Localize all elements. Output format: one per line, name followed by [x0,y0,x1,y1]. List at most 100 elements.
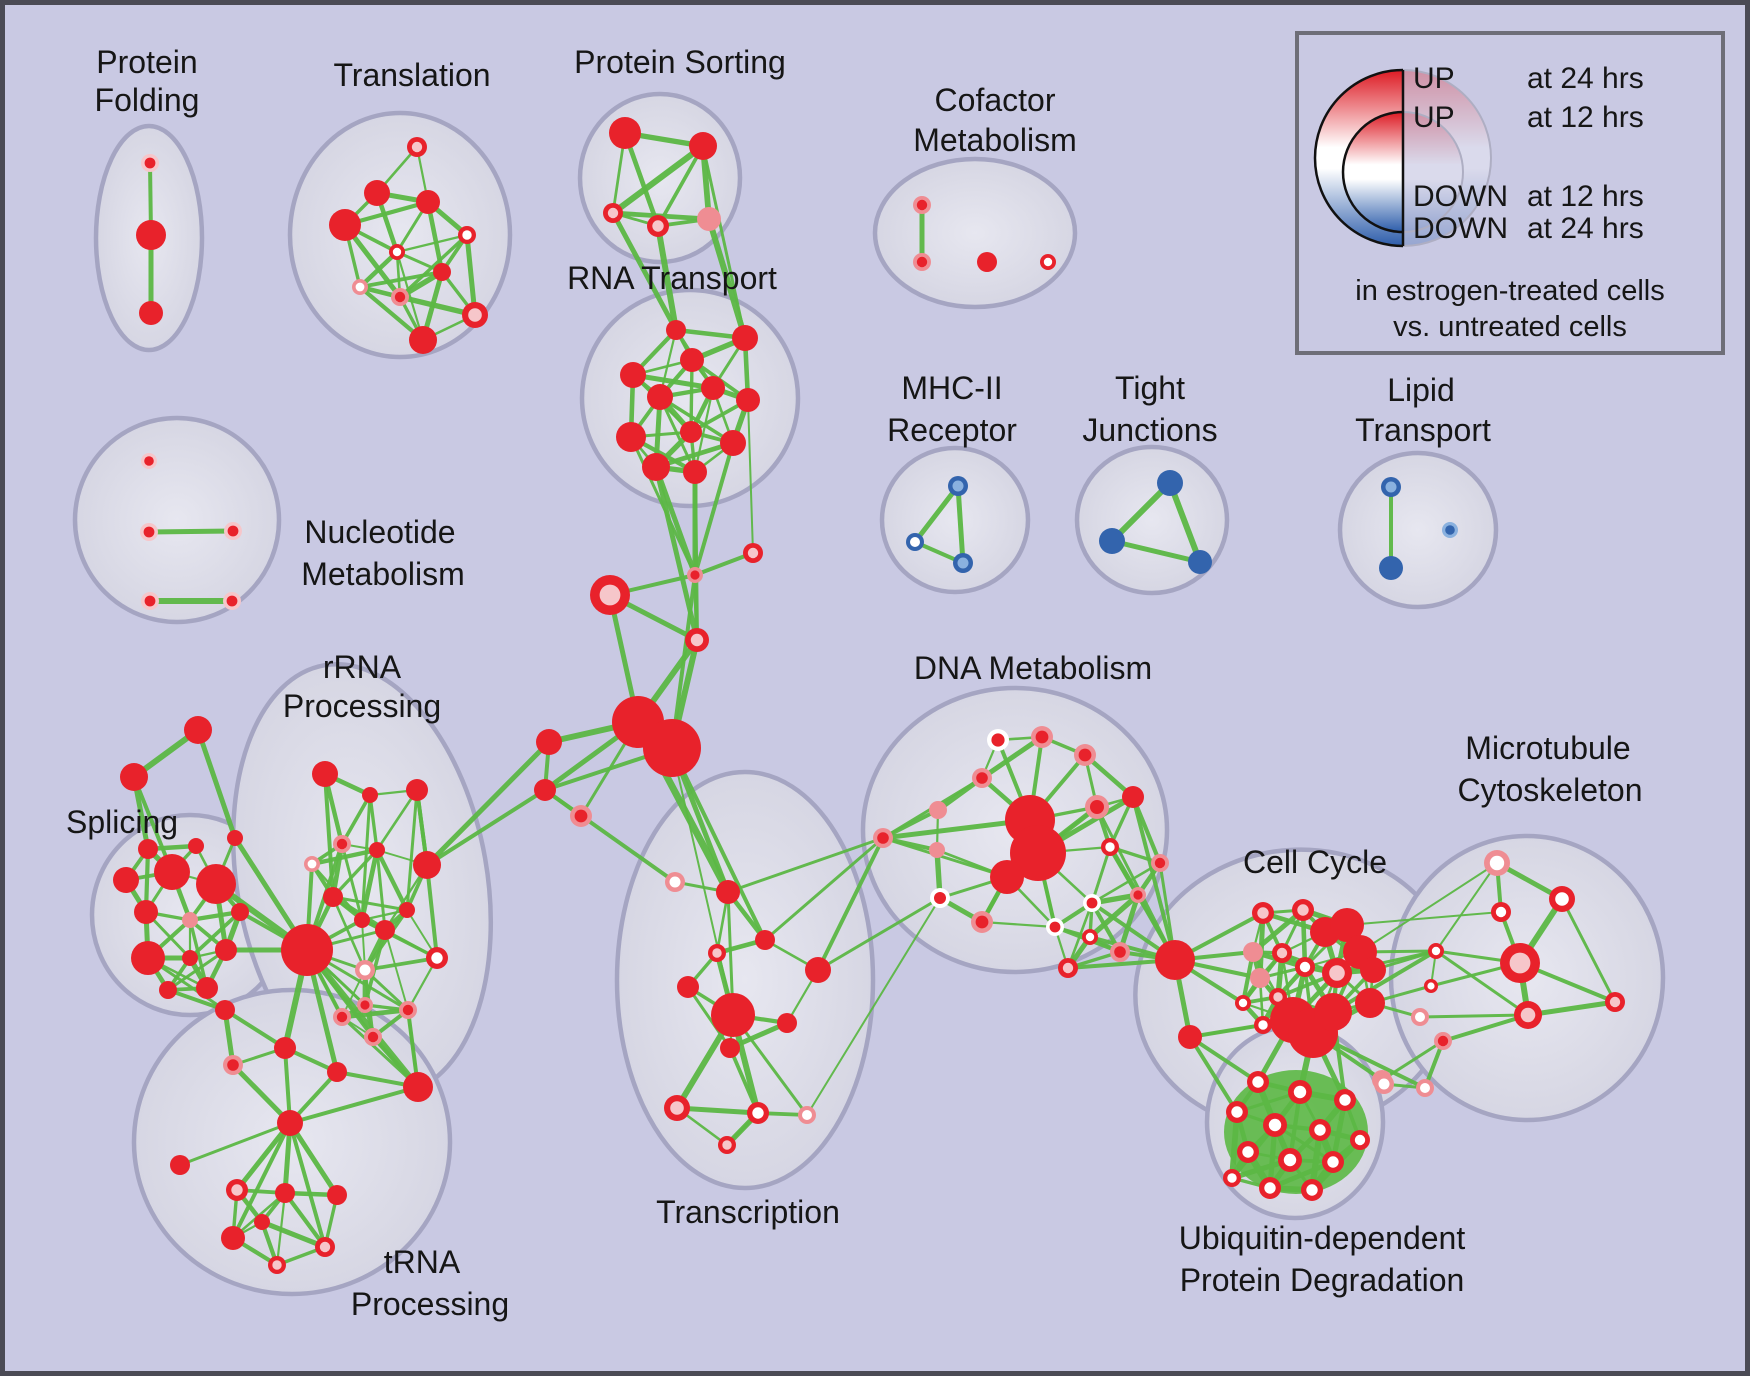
network-node [188,838,204,854]
network-node [1178,1025,1202,1049]
legend-time-label: at 24 hrs [1527,212,1644,245]
network-edge [655,223,679,333]
network-node-core [319,1241,331,1253]
network-node [413,851,441,879]
network-node [1379,556,1403,580]
network-node [362,787,378,803]
cluster-label: Processing [283,688,441,724]
network-node-core [1609,996,1621,1008]
network-edge [1525,999,1618,1018]
node-layer [113,117,1625,1274]
network-edge [1346,911,1502,926]
network-node-core [1268,1118,1282,1132]
network-node [138,839,158,859]
cluster-label: DNA Metabolism [914,650,1152,686]
network-node-core [1293,1085,1307,1099]
network-node-core [1086,897,1098,909]
network-node-core [336,1011,348,1023]
network-node [620,362,646,388]
cluster-label: Junctions [1082,412,1217,448]
network-node-core [690,633,704,647]
cluster-label: Processing [351,1286,509,1322]
cluster-label: Splicing [66,804,178,840]
legend-wheel-solid-half [1313,68,1403,248]
cluster-label: Ubiquitin-dependent [1179,1220,1466,1256]
cluster-label: Microtubule [1465,730,1630,766]
network-node [1355,988,1385,1018]
network-node-core [1078,748,1092,762]
cluster-label: RNA Transport [567,260,777,296]
network-node-core [1431,946,1441,956]
network-edge [395,233,469,254]
network-node [711,993,755,1037]
cluster-label: rRNA [323,649,402,685]
network-node [215,939,237,961]
network-edge [425,788,547,867]
network-edge [357,249,400,290]
network-node-core [367,1031,379,1043]
network-edge [1109,538,1203,565]
network-edge [425,863,439,960]
network-edge [912,483,961,545]
network-edge [630,372,716,391]
network-node [720,1038,740,1058]
cluster-label: Tight [1115,370,1185,406]
legend-time-label: at 24 hrs [1527,62,1644,95]
network-node [227,830,243,846]
network-edge [223,1008,287,1050]
network-node-core [1062,962,1074,974]
network-node [929,842,945,858]
network-edge [282,1190,328,1250]
network-node-core [1327,1156,1339,1168]
network-edge [693,386,715,474]
network-node [1243,942,1263,962]
network-edge [1434,949,1530,1017]
network-edge [1229,1109,1240,1181]
network-node-core [462,230,472,240]
network-node-core [360,1000,370,1010]
network-node [131,941,165,975]
cluster-label: Metabolism [913,122,1077,158]
cluster-label: Transport [1355,412,1491,448]
network-node-core [802,1110,812,1120]
network-node-core [599,584,621,606]
network-node [275,1183,295,1203]
network-node-core [431,952,443,964]
network-node [136,220,166,250]
network-node-core [1339,1094,1351,1106]
network-node-core [752,1107,764,1119]
cluster-label: Protein Degradation [1180,1262,1465,1298]
cluster-label: Protein [96,44,197,80]
network-edge [340,793,372,846]
network-node-core [1306,1184,1318,1196]
network-node [1314,993,1352,1031]
network-edge [368,793,379,852]
network-node-core [227,525,239,537]
network-node-core [1437,1035,1449,1047]
network-edge [1331,949,1438,1014]
network-edge [166,988,227,1012]
network-node [716,880,740,904]
network-node [196,977,218,999]
cluster-label: Translation [333,57,490,93]
network-node [777,1013,797,1033]
network-node-core [1299,961,1311,973]
network-node-core [934,892,946,904]
network-edge [1090,845,1112,905]
network-edge [288,1121,327,1249]
network-node [701,376,725,400]
network-node [139,301,163,325]
network-node-core [1415,1012,1425,1022]
network-node [736,388,760,412]
network-edge [288,1085,420,1125]
network-node-core [1520,1007,1536,1023]
network-edge [747,399,754,554]
network-node-core [411,141,423,153]
cluster-label: Metabolism [301,556,465,592]
network-edge [363,908,409,972]
network-edge [610,210,679,333]
legend-direction-label: DOWN [1413,180,1508,213]
